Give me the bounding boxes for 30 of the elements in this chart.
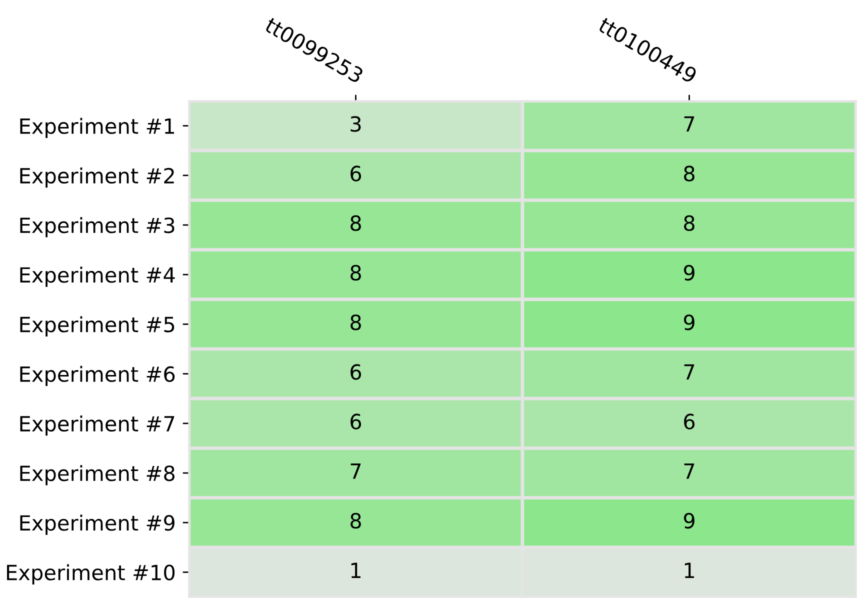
y-tick-label: Experiment #2	[20, 167, 174, 188]
data-label: 1	[351, 562, 360, 578]
data-label: 8	[684, 215, 694, 232]
data-label: 8	[350, 264, 361, 281]
y-tick-label: Experiment #3	[20, 217, 174, 238]
data-label: 6	[684, 414, 695, 430]
y-tick-label: Experiment #7	[20, 415, 174, 436]
data-label: 1	[684, 562, 694, 578]
data-label: 8	[350, 215, 361, 232]
y-tick-label: Experiment #10	[7, 564, 175, 584]
data-label: 9	[684, 512, 694, 529]
y-tick-label: Experiment #6	[20, 366, 175, 386]
data-label: 9	[684, 264, 694, 281]
data-label: 9	[684, 314, 694, 330]
data-label: 7	[684, 464, 694, 479]
data-label: 6	[350, 166, 362, 182]
y-tick-label: Experiment #1	[20, 118, 174, 138]
data-label: 6	[350, 414, 362, 430]
data-label: 3	[350, 116, 361, 132]
data-label: 6	[350, 364, 362, 380]
y-tick-label: Experiment #4	[20, 266, 175, 287]
y-tick-label: Experiment #9	[20, 514, 174, 535]
data-label: 8	[684, 166, 694, 182]
data-label: 8	[350, 512, 361, 529]
y-tick-label: Experiment #5	[20, 316, 174, 336]
data-label: 7	[350, 464, 361, 479]
data-label: 8	[350, 314, 361, 330]
data-label: 7	[684, 364, 694, 380]
y-tick-label: Experiment #8	[20, 465, 175, 486]
data-label: 7	[684, 116, 694, 132]
